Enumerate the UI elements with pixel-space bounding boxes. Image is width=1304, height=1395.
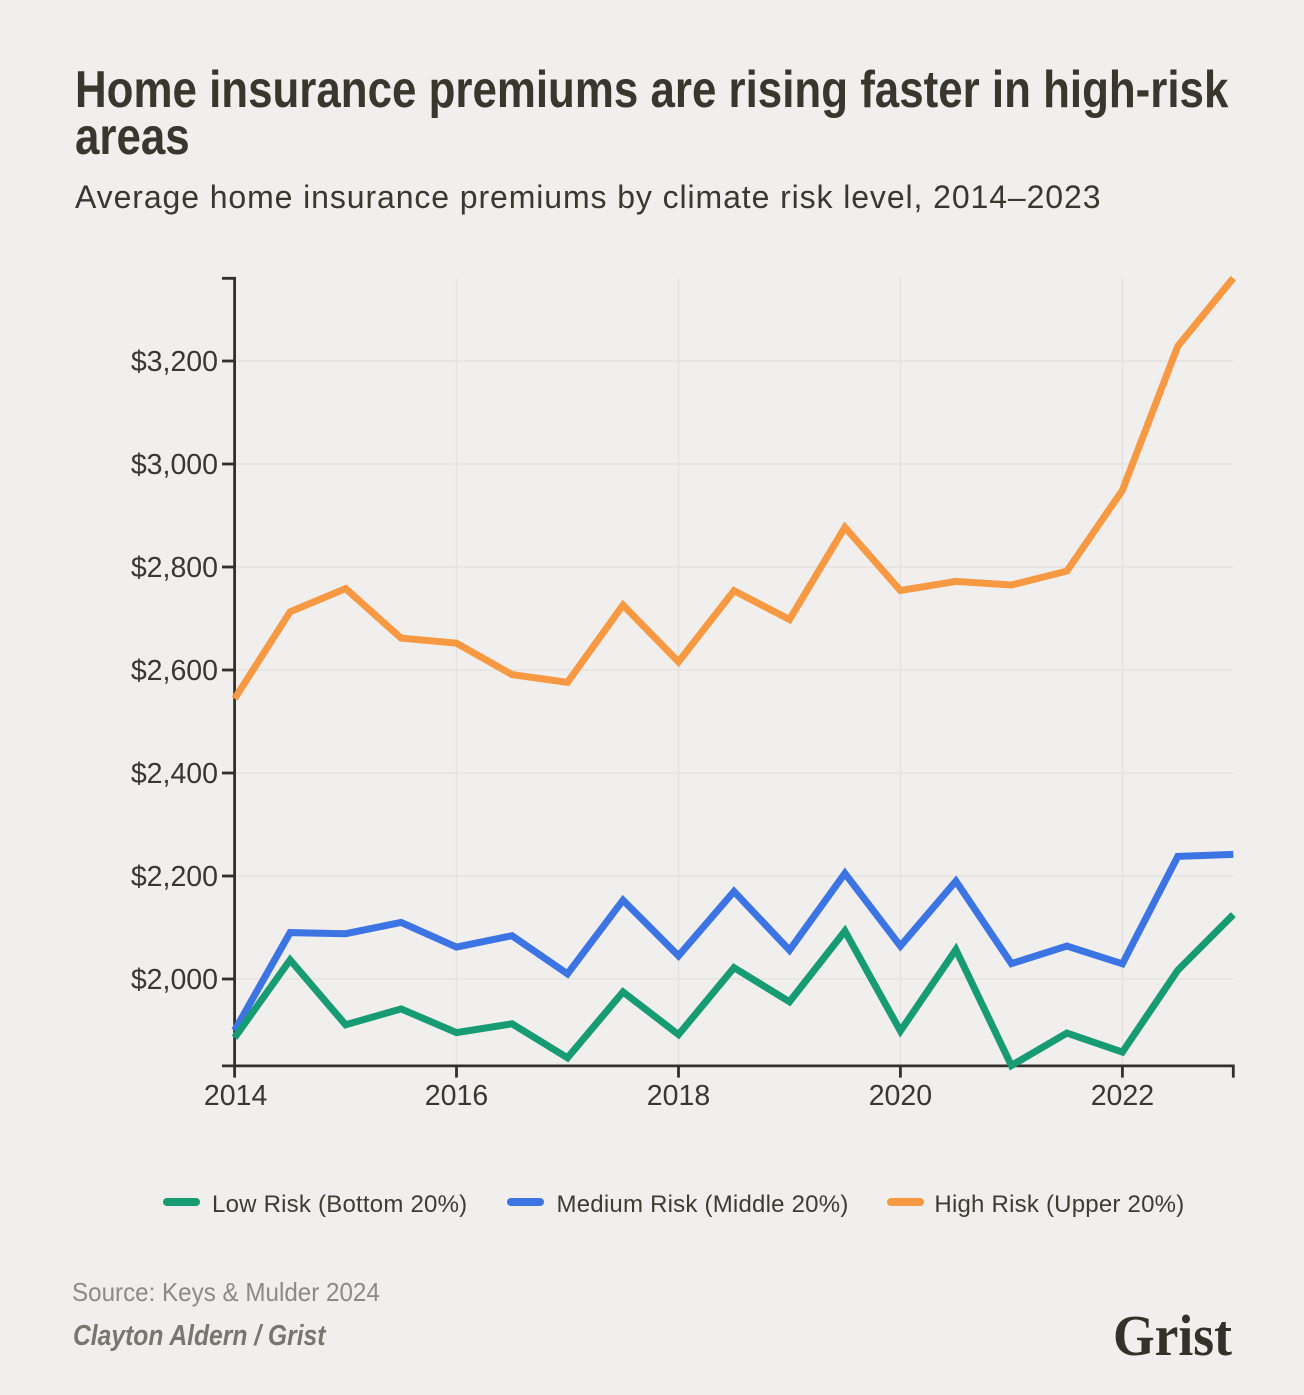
svg-text:$2,400: $2,400 bbox=[131, 758, 218, 790]
svg-text:$2,800: $2,800 bbox=[131, 552, 218, 584]
svg-text:2020: 2020 bbox=[869, 1080, 932, 1112]
svg-text:2016: 2016 bbox=[425, 1080, 488, 1112]
svg-text:2022: 2022 bbox=[1091, 1080, 1154, 1112]
svg-text:$2,200: $2,200 bbox=[131, 861, 218, 893]
svg-text:$3,000: $3,000 bbox=[131, 449, 218, 481]
svg-text:2018: 2018 bbox=[647, 1080, 710, 1112]
svg-text:$3,200: $3,200 bbox=[131, 346, 218, 378]
svg-text:2014: 2014 bbox=[204, 1080, 268, 1112]
svg-text:$2,000: $2,000 bbox=[131, 964, 218, 996]
svg-text:$2,600: $2,600 bbox=[131, 655, 218, 687]
